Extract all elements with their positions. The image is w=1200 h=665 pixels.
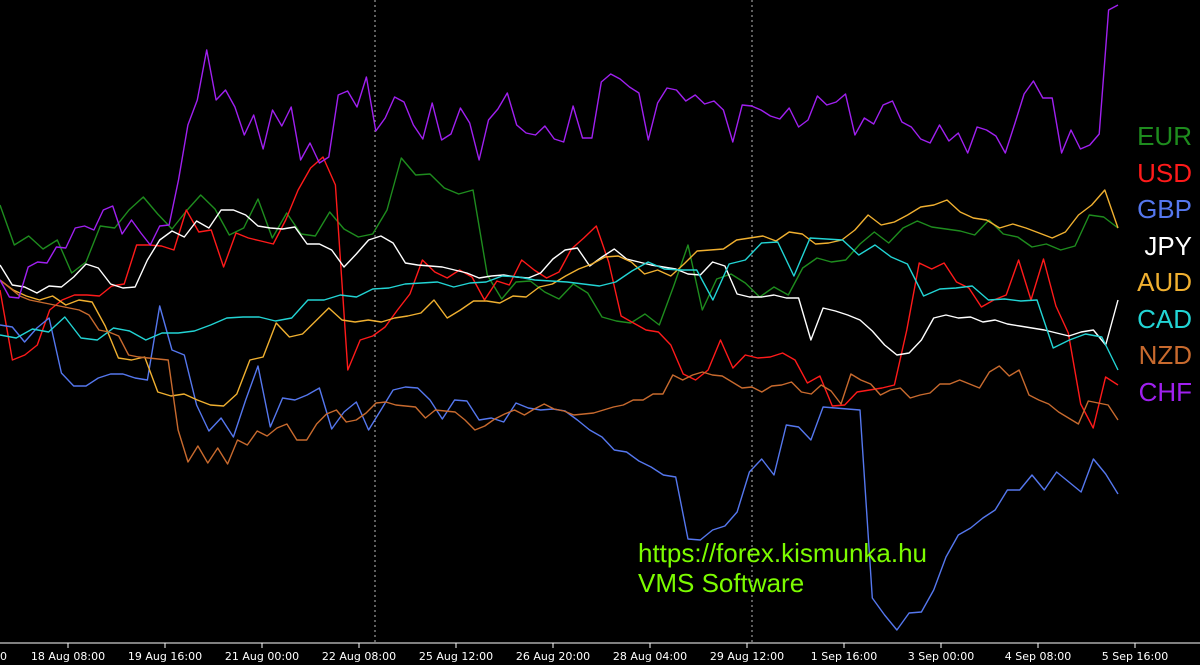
- watermark-url: https://forex.kismunka.hu: [638, 538, 928, 568]
- x-tick-label: 3 Sep 00:00: [908, 650, 974, 663]
- legend-item-nzd: NZD: [1138, 340, 1192, 370]
- x-tick-label: 4 Sep 08:00: [1005, 650, 1071, 663]
- series-line-chf: [0, 4, 1119, 299]
- x-tick-label: 28 Aug 04:00: [613, 650, 687, 663]
- x-tick-label: 29 Aug 12:00: [710, 650, 784, 663]
- x-tick-label: 25 Aug 12:00: [419, 650, 493, 663]
- legend-item-chf: CHF: [1138, 376, 1192, 407]
- legend-item-jpy: JPY: [1144, 230, 1192, 261]
- x-tick-label: 26 Aug 20:00: [516, 650, 590, 663]
- legend: EUR USD GBP JPY AUD CAD NZD CHF: [1137, 118, 1192, 410]
- series-layer: [0, 4, 1119, 631]
- x-tick-label: 5 Sep 16:00: [1102, 650, 1168, 663]
- x-tick-label: 18 Aug 08:00: [31, 650, 105, 663]
- series-line-cad: [0, 237, 1119, 371]
- x-tick-label-partial: 0: [0, 650, 7, 663]
- legend-item-eur: EUR: [1137, 121, 1192, 151]
- watermark-brand: VMS Software: [638, 568, 805, 598]
- x-tick-label: 22 Aug 08:00: [322, 650, 396, 663]
- legend-item-cad: CAD: [1137, 303, 1192, 334]
- series-line-usd: [0, 156, 1119, 429]
- series-line-nzd: [0, 279, 1119, 465]
- x-tick-label: 19 Aug 16:00: [128, 650, 202, 663]
- series-line-aud: [0, 189, 1119, 407]
- legend-item-usd: USD: [1137, 157, 1192, 188]
- x-tick-label: 1 Sep 16:00: [811, 650, 877, 663]
- series-line-jpy: [0, 209, 1119, 356]
- watermark: https://forex.kismunka.hu VMS Software: [638, 538, 927, 598]
- x-tick-label: 21 Aug 00:00: [225, 650, 299, 663]
- x-axis: 18 Aug 08:00 19 Aug 16:00 21 Aug 00:00 22 A…: [0, 643, 1168, 663]
- legend-item-gbp: GBP: [1137, 194, 1192, 224]
- legend-item-aud: AUD: [1137, 267, 1192, 297]
